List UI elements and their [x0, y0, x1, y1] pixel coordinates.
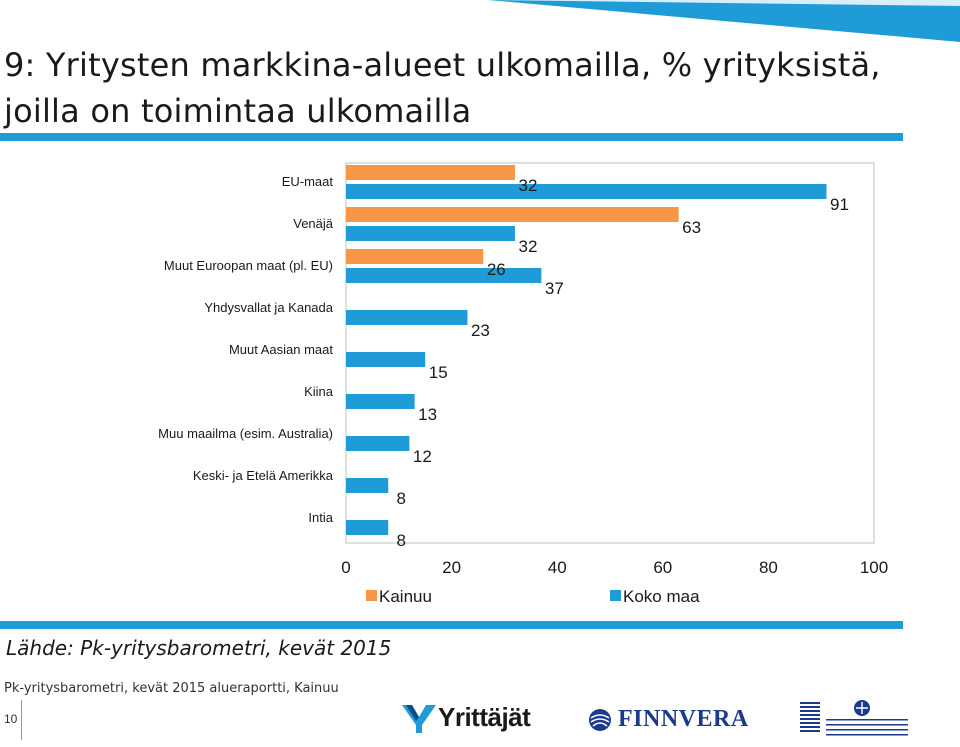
footer-report-name: Pk-yritysbarometri, kevät 2015 aluerapor… [4, 681, 339, 696]
bar-koko-maa [346, 184, 827, 199]
value-label-koko-maa: 23 [471, 321, 490, 340]
x-tick-label: 40 [548, 558, 567, 577]
bar-koko-maa [346, 268, 542, 283]
value-label-koko-maa: 15 [429, 363, 448, 382]
category-label: Venäjä [293, 216, 334, 231]
x-tick-label: 60 [653, 558, 672, 577]
title-divider [0, 133, 903, 141]
yrittajat-wordmark: Yrittäjät [438, 702, 531, 732]
chart-divider [0, 621, 903, 629]
category-label: Yhdysvallat ja Kanada [204, 300, 333, 315]
header-accent-band [488, 0, 960, 42]
ministry-emblem-icon [800, 700, 908, 736]
value-label-koko-maa: 91 [830, 195, 849, 214]
category-label: EU-maat [282, 174, 334, 189]
value-label-koko-maa: 8 [397, 531, 406, 550]
finnvera-logo: FINNVERA [588, 706, 749, 733]
legend-label-kainuu: Kainuu [379, 587, 432, 606]
source-note: Lähde: Pk-yritysbarometri, kevät 2015 [6, 636, 392, 660]
bar-koko-maa [346, 352, 426, 367]
category-label: Keski- ja Etelä Amerikka [193, 468, 334, 483]
value-label-kainuu: 63 [682, 218, 701, 237]
x-tick-label: 80 [759, 558, 778, 577]
value-label-kainuu: 32 [518, 176, 537, 195]
value-label-koko-maa: 32 [518, 237, 537, 256]
category-label: Kiina [304, 384, 334, 399]
bar-koko-maa [346, 478, 389, 493]
yrittajat-mark-icon [402, 704, 436, 733]
bar-kainuu [346, 249, 484, 264]
page-number-divider [21, 700, 22, 740]
page-title: 9: Yritysten markkina-alueet ulkomailla,… [4, 46, 881, 130]
category-label: Muu maailma (esim. Australia) [158, 426, 333, 441]
category-label: Intia [308, 510, 333, 525]
page-number: 10 [4, 712, 18, 726]
bar-koko-maa [346, 226, 515, 241]
value-label-kainuu: 26 [487, 260, 506, 279]
x-tick-label: 20 [442, 558, 461, 577]
value-label-koko-maa: 8 [397, 489, 406, 508]
legend-swatch-kainuu [366, 590, 377, 601]
bar-kainuu [346, 165, 515, 180]
bar-chart: EU-maat Venäjä Muut Euroopan maat (pl. EU)… [158, 162, 888, 606]
x-tick-label: 0 [341, 558, 350, 577]
category-label: Muut Euroopan maat (pl. EU) [164, 258, 333, 273]
legend-label-koko-maa: Koko maa [623, 587, 700, 606]
bar-koko-maa [346, 310, 468, 325]
x-tick-label: 100 [860, 558, 888, 577]
bar-koko-maa [346, 436, 410, 451]
legend-swatch-koko-maa [610, 590, 621, 601]
yrittajat-logo: Yrittäjät [402, 702, 531, 733]
value-label-koko-maa: 12 [413, 447, 432, 466]
category-label: Muut Aasian maat [229, 342, 333, 357]
bar-koko-maa [346, 394, 415, 409]
value-label-koko-maa: 13 [418, 405, 437, 424]
bar-kainuu [346, 207, 679, 222]
finnvera-wordmark: FINNVERA [618, 706, 749, 732]
value-label-koko-maa: 37 [545, 279, 564, 298]
bar-koko-maa [346, 520, 389, 535]
ministry-logo [800, 698, 910, 742]
finnvera-globe-icon [589, 708, 611, 731]
